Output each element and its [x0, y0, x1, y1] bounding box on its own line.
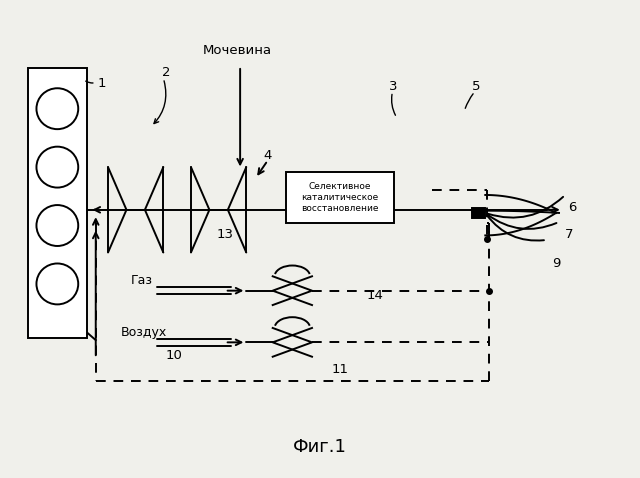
Text: 1: 1	[98, 77, 106, 90]
Text: 6: 6	[568, 201, 576, 214]
Text: Фиг.1: Фиг.1	[293, 437, 347, 456]
Ellipse shape	[36, 88, 78, 129]
Text: 3: 3	[390, 80, 398, 93]
Text: Селективное
каталитическое
восстановление: Селективное каталитическое восстановлени…	[301, 182, 379, 213]
Ellipse shape	[36, 205, 78, 246]
Text: 7: 7	[564, 228, 573, 241]
Bar	[28, 68, 86, 338]
Ellipse shape	[36, 263, 78, 304]
Text: 14: 14	[367, 289, 384, 302]
Text: 9: 9	[552, 257, 561, 270]
Text: 10: 10	[166, 349, 183, 362]
Bar	[472, 208, 485, 218]
Text: 2: 2	[162, 66, 171, 79]
Text: 4: 4	[264, 150, 272, 163]
Bar	[286, 172, 394, 223]
Text: Газ: Газ	[131, 274, 153, 287]
Text: 5: 5	[472, 80, 481, 93]
Text: Мочевина: Мочевина	[202, 44, 271, 57]
Text: 12: 12	[51, 272, 68, 285]
Ellipse shape	[36, 147, 78, 187]
Text: 13: 13	[216, 228, 233, 241]
Text: Воздух: Воздух	[120, 326, 166, 339]
Text: 11: 11	[332, 363, 349, 376]
